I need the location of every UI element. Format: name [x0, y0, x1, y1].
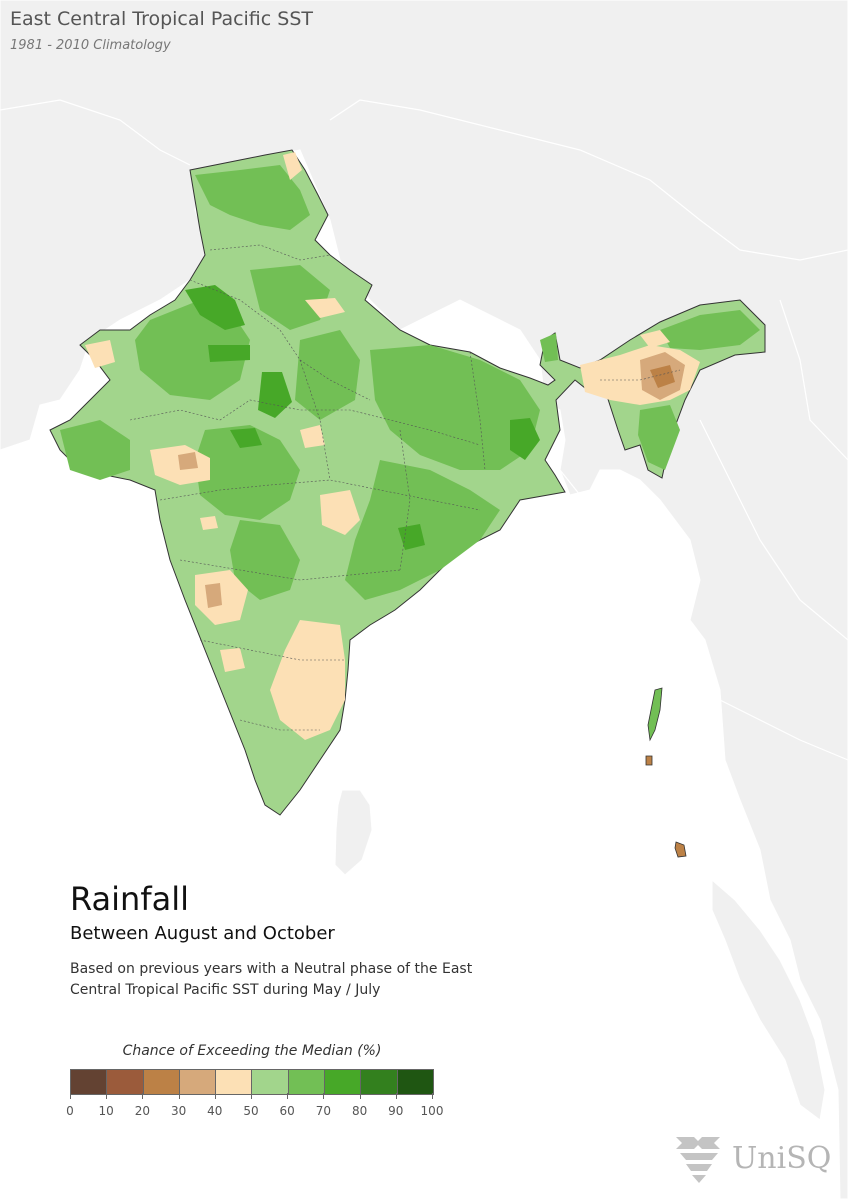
andaman-islands	[647, 687, 663, 742]
legend-swatch-40-50	[216, 1070, 253, 1094]
legend-tick-label: 0	[66, 1104, 74, 1118]
nicobar-island	[674, 841, 687, 858]
legend-tick-label: 60	[279, 1104, 295, 1118]
legend-tick-label: 80	[351, 1104, 368, 1118]
panel-description: Based on previous years with a Neutral p…	[70, 961, 473, 998]
legend-tick	[287, 1093, 289, 1099]
legend-tick-label: 40	[207, 1104, 223, 1118]
legend-swatch-20-30	[143, 1070, 180, 1094]
legend-swatch-60-70	[288, 1070, 326, 1094]
legend-tick	[359, 1093, 361, 1099]
legend-tick-label: 100	[420, 1104, 444, 1118]
legend-tick	[142, 1093, 144, 1099]
panel-title: Rainfall	[70, 880, 189, 918]
legend-tick	[323, 1093, 325, 1099]
legend-tick	[70, 1093, 71, 1099]
legend-tick-label: 20	[134, 1104, 151, 1118]
legend-tick	[214, 1093, 216, 1099]
legend-tick-label: 10	[98, 1104, 114, 1118]
legend-tick	[178, 1093, 180, 1099]
logo-wordmark: UniSQ	[732, 1141, 832, 1176]
panel-period: Between August and October	[70, 923, 335, 944]
legend-tick-label: 70	[315, 1104, 332, 1118]
legend-ticks: 0 10 20 30 40 50 60 70 80 90 100	[66, 1093, 443, 1119]
state-borders	[129, 244, 681, 731]
legend-tick-label: 30	[170, 1104, 187, 1118]
country-borders	[0, 99, 848, 761]
little-andaman	[645, 755, 653, 766]
legend-swatch-30-40	[179, 1070, 217, 1094]
probability-patches	[60, 152, 760, 740]
legend-tick	[251, 1093, 252, 1099]
map-title: East Central Tropical Pacific SST	[10, 8, 313, 30]
legend-swatch-70-80	[325, 1070, 362, 1094]
legend-swatch-0-10	[71, 1070, 108, 1094]
legend-title: Chance of Exceeding the Median (%)	[122, 1043, 382, 1059]
unisq-logo: UniSQ	[672, 1133, 831, 1185]
legend-tick-label: 50	[243, 1104, 259, 1118]
legend-color-bar	[70, 1069, 434, 1095]
map-subtitle: 1981 - 2010 Climatology	[10, 38, 171, 53]
legend-tick	[106, 1093, 108, 1099]
legend-tick	[395, 1093, 397, 1099]
legend-tick	[432, 1093, 433, 1099]
legend-tick-label: 90	[388, 1104, 404, 1118]
legend-swatch-10-20	[107, 1070, 144, 1094]
patch-20-30	[650, 365, 675, 388]
legend-swatch-80-90	[361, 1070, 398, 1094]
patch-70-80	[185, 285, 540, 550]
unisq-crest-icon	[676, 1137, 720, 1183]
legend-swatch-90-100	[397, 1070, 433, 1094]
legend-swatch-50-60	[252, 1070, 289, 1094]
